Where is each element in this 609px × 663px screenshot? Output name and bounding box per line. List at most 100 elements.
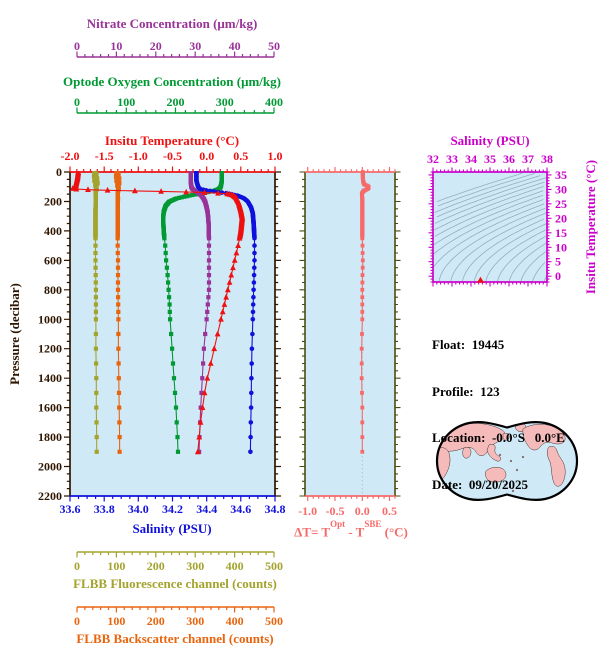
delta-t-profile-point: [359, 376, 364, 381]
nitrate-profile-point: [203, 331, 208, 337]
backscatter-axis-tick-label: 300: [186, 614, 204, 628]
delta-t-profile-point: [360, 295, 365, 300]
nitrate-profile-point: [198, 405, 203, 410]
temperature-profile-point: [104, 186, 111, 193]
oxygen-profile-point: [165, 273, 170, 278]
fluorescence-profile-point: [93, 258, 98, 263]
temperature-profile-point: [197, 419, 204, 425]
delta-t-profile-point: [360, 405, 365, 410]
temperature-ticks: [69, 166, 276, 172]
ts-temperature-tick-label: 10: [555, 240, 567, 254]
pressure-ticks: [64, 171, 281, 497]
map-island: [508, 485, 512, 489]
pressure-tick-label: 1000: [38, 312, 62, 326]
backscatter-axis: 0 100 200 300 400 500: [74, 606, 283, 628]
temperature-profile-point: [204, 374, 211, 381]
nitrate-profile-point: [206, 280, 212, 285]
temperature-profile-point: [85, 186, 91, 192]
backscatter-axis-ticks: [76, 607, 275, 613]
isopycnal-line: [433, 203, 545, 268]
delta-t-profile-point: [360, 258, 365, 263]
main-frame: 0 200 400 600 800 1000 1200 1400 1600 1800 2000 220…: [38, 149, 286, 516]
fluorescence-profile-point: [93, 309, 98, 314]
temperature-profile-point: [132, 187, 138, 194]
nitrate-profile-point: [205, 302, 210, 307]
delta-t-profile-point: [360, 302, 365, 307]
delta-t-profile-point: [359, 346, 364, 351]
oxygen-profile-point: [168, 317, 173, 322]
temperature-profile-point: [207, 360, 214, 366]
backscatter-profile-point: [116, 331, 121, 337]
oxygen-axis-ticks: [76, 107, 275, 113]
temperature-profile-point: [211, 345, 218, 352]
salinity-profile-point: [249, 346, 255, 352]
backscatter-axis-tick-label: 100: [107, 614, 125, 628]
fluorescence-axis-tick-label: 300: [186, 559, 204, 573]
salinity-profile-point: [248, 434, 253, 440]
salinity-profile-point: [252, 250, 257, 256]
nitrate-profile-point: [201, 346, 206, 351]
map-land-south-america: [546, 445, 566, 487]
isopycnal-line: [434, 190, 544, 237]
salinity-profile-point: [249, 375, 254, 381]
temperature-tick-label: -2.0: [61, 149, 80, 163]
isopycnal-line: [485, 229, 546, 283]
temperature-profile-point: [214, 330, 221, 337]
salinity-profile-point: [251, 280, 257, 285]
delta-t-axis-title: ΔT= TOpt - TSBE (°C): [294, 519, 408, 540]
nitrate-profile-point: [206, 265, 212, 270]
temperature-tick-label: -0.5: [163, 149, 182, 163]
delta-tick-label: -1.0: [298, 504, 317, 518]
temperature-profile-point: [226, 279, 233, 285]
ts-temperature-tick-label: 5: [555, 255, 561, 269]
delta-side-ticks: [299, 171, 401, 497]
delta-t-profile-point: [359, 361, 364, 366]
backscatter-profile-point: [115, 287, 121, 292]
float-info-profile: Profile: 123: [432, 383, 500, 399]
oxygen-profile-point: [173, 405, 179, 410]
oxygen-profile-point: [167, 295, 172, 300]
fluorescence-axis-tick-label: 0: [74, 559, 80, 573]
oxygen-axis-tick-label: 100: [117, 95, 135, 109]
ts-temperature-tick-label: 35: [555, 168, 567, 182]
nitrate-profile-point: [200, 376, 205, 381]
backscatter-axis-title: FLBB Backscatter channel (counts): [76, 631, 274, 646]
oxygen-profile-point: [171, 376, 177, 381]
backscatter-axis-tick-label: 200: [147, 614, 165, 628]
oxygen-axis-tick-label: 0: [74, 95, 80, 109]
ts-temperature-tick-label: 30: [555, 182, 567, 196]
salinity-profile-point: [251, 272, 257, 278]
fluorescence-profile-point: [94, 390, 99, 395]
temperature-profile-point: [69, 185, 76, 191]
temperature-profile-point: [215, 189, 221, 196]
temperature-profile-point: [194, 448, 201, 455]
backscatter-profile-point: [116, 309, 121, 314]
backscatter-profile-point: [116, 390, 122, 395]
salinity-profile-point: [250, 309, 256, 315]
ts-temperature-tick-label: 25: [555, 197, 567, 211]
temperature-profile-point: [225, 286, 231, 293]
map-land-australia: [485, 467, 507, 483]
map-island: [498, 453, 502, 457]
delta-plot-area: [305, 172, 395, 496]
map-land: [437, 423, 566, 493]
backscatter-profile-point: [116, 361, 121, 366]
backscatter-profile-point: [117, 449, 122, 454]
salinity-profile-point: [248, 420, 254, 425]
delta-t-profile: [359, 170, 371, 454]
oxygen-profile-point: [164, 258, 169, 263]
delta-ticks: [307, 167, 396, 501]
pressure-tick-label: 200: [44, 194, 62, 208]
nitrate-profile-point: [206, 236, 212, 241]
isopycnal-line: [437, 173, 535, 207]
isopycnal-line: [531, 262, 546, 283]
nitrate-axis: 0 10 20 30 40 50: [74, 39, 280, 58]
oxygen-profile-point: [175, 435, 180, 440]
oxygen-profile-point: [162, 236, 167, 241]
isopycnal-line: [520, 251, 546, 283]
salinity-ticks: [69, 496, 276, 502]
temperature-tick-label: 1.0: [268, 149, 283, 163]
fluorescence-profile-point: [93, 331, 98, 337]
nitrate-axis-tick-label: 40: [229, 39, 241, 53]
nitrate-profile-point: [199, 390, 204, 395]
